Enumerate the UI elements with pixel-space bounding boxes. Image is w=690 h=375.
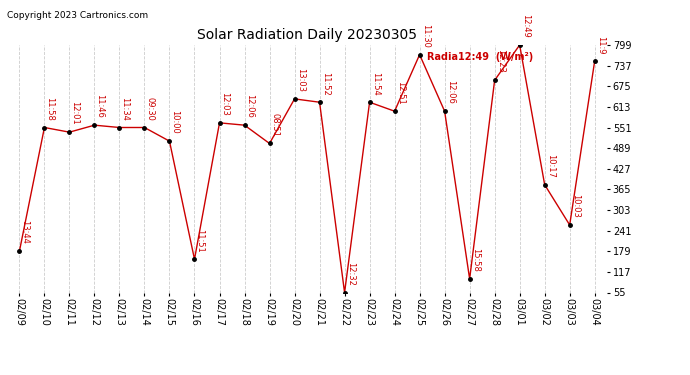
Text: 11:34: 11:34 bbox=[121, 97, 130, 120]
Text: 11:51: 11:51 bbox=[195, 228, 204, 252]
Text: 11:54: 11:54 bbox=[371, 72, 380, 95]
Title: Solar Radiation Daily 20230305: Solar Radiation Daily 20230305 bbox=[197, 28, 417, 42]
Text: 12:23: 12:23 bbox=[495, 50, 504, 74]
Text: 11:30: 11:30 bbox=[421, 24, 430, 48]
Text: 12:06: 12:06 bbox=[446, 80, 455, 104]
Text: Copyright 2023 Cartronics.com: Copyright 2023 Cartronics.com bbox=[7, 11, 148, 20]
Text: 12:03: 12:03 bbox=[221, 92, 230, 116]
Text: 13:03: 13:03 bbox=[295, 68, 304, 92]
Text: 08:51: 08:51 bbox=[270, 112, 279, 136]
Text: Radia12:49  (W/m²): Radia12:49 (W/m²) bbox=[427, 53, 533, 62]
Text: 15:58: 15:58 bbox=[471, 248, 480, 272]
Text: 10:17: 10:17 bbox=[546, 154, 555, 178]
Text: 11:9: 11:9 bbox=[595, 36, 604, 54]
Text: 12:01: 12:01 bbox=[70, 102, 79, 125]
Text: 11:46: 11:46 bbox=[95, 94, 104, 118]
Text: 12:06: 12:06 bbox=[246, 94, 255, 118]
Text: 13:44: 13:44 bbox=[21, 220, 30, 244]
Text: 12:51: 12:51 bbox=[395, 81, 404, 104]
Text: 10:00: 10:00 bbox=[170, 111, 179, 134]
Text: 11:52: 11:52 bbox=[321, 72, 330, 95]
Text: 10:03: 10:03 bbox=[571, 194, 580, 218]
Text: 12:32: 12:32 bbox=[346, 262, 355, 285]
Text: 09:30: 09:30 bbox=[146, 97, 155, 120]
Text: 12:49: 12:49 bbox=[521, 14, 530, 38]
Text: 11:58: 11:58 bbox=[46, 97, 55, 120]
